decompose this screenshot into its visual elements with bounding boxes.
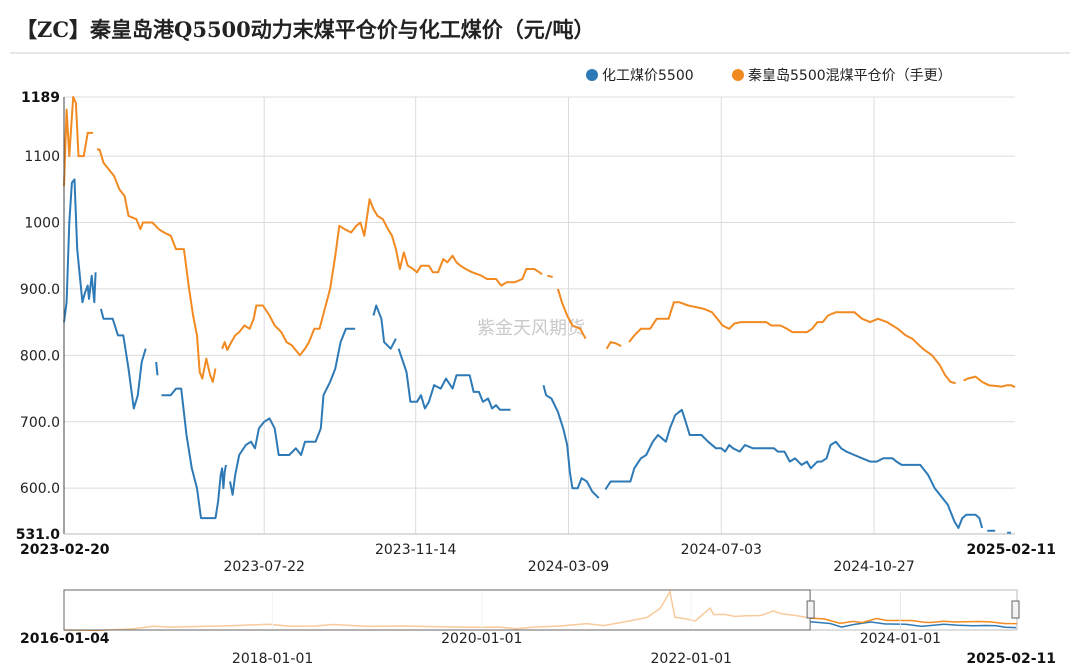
- series-line-chemical-coal[interactable]: [63, 178, 1011, 534]
- x-tick-label: 2024-07-03: [681, 542, 762, 558]
- series-line-qhd-coal[interactable]: [63, 96, 1016, 389]
- legend-marker-qhd-coal: [732, 69, 744, 81]
- legend-label-chemical-coal[interactable]: 化工煤价5500: [602, 68, 694, 84]
- navigator-tick-label: 2018-01-01: [232, 651, 313, 667]
- y-tick-label: 1100: [24, 149, 60, 165]
- navigator-tick-label: 2020-01-01: [441, 631, 522, 647]
- axis-layer: 118911001000900.0800.0700.0600.0531.0202…: [16, 90, 1056, 575]
- y-tick-label: 700.0: [20, 415, 60, 431]
- navigator-tick-label: 2016-01-04: [20, 631, 110, 647]
- y-tick-label: 800.0: [20, 348, 60, 364]
- navigator-unselected-mask: [64, 590, 811, 630]
- x-tick-label: 2025-02-11: [966, 542, 1056, 558]
- y-tick-label: 531.0: [16, 527, 61, 543]
- chart-title: 【ZC】秦皇岛港Q5500动力末煤平仓价与化工煤价（元/吨）: [16, 17, 594, 42]
- legend[interactable]: 化工煤价5500 秦皇岛5500混煤平仓价（手更）: [586, 68, 952, 84]
- navigator-tick-label: 2022-01-01: [651, 651, 732, 667]
- navigator-tick-label: 2025-02-11: [966, 651, 1056, 667]
- x-tick-label: 2023-11-14: [375, 542, 456, 558]
- navigator-tick-label: 2024-01-01: [860, 631, 941, 647]
- range-navigator[interactable]: 2016-01-04 2018-01-01 2020-01-01 2022-01-01…: [20, 589, 1056, 667]
- x-tick-label: 2024-10-27: [833, 559, 914, 575]
- watermark: 紫金天风期货: [477, 318, 585, 339]
- navigator-right-handle[interactable]: [1011, 600, 1020, 619]
- y-tick-label: 1000: [24, 216, 60, 232]
- x-tick-label: 2024-03-09: [528, 559, 609, 575]
- navigator-axis-layer: 2016-01-04 2018-01-01 2020-01-01 2022-01-01…: [20, 631, 1056, 667]
- y-tick-label: 600.0: [20, 481, 60, 497]
- x-tick-label: 2023-02-20: [20, 542, 110, 558]
- x-tick-label: 2023-07-22: [224, 559, 305, 575]
- y-tick-label: 1189: [21, 90, 60, 106]
- legend-label-qhd-coal[interactable]: 秦皇岛5500混煤平仓价（手更）: [748, 68, 952, 84]
- navigator-line-chemical-coal: [810, 621, 1017, 629]
- series-layer: [63, 96, 1016, 534]
- y-tick-label: 900.0: [20, 282, 60, 298]
- grid-layer: [64, 96, 1015, 535]
- navigator-left-handle[interactable]: [806, 600, 815, 619]
- legend-marker-chemical-coal: [586, 69, 598, 81]
